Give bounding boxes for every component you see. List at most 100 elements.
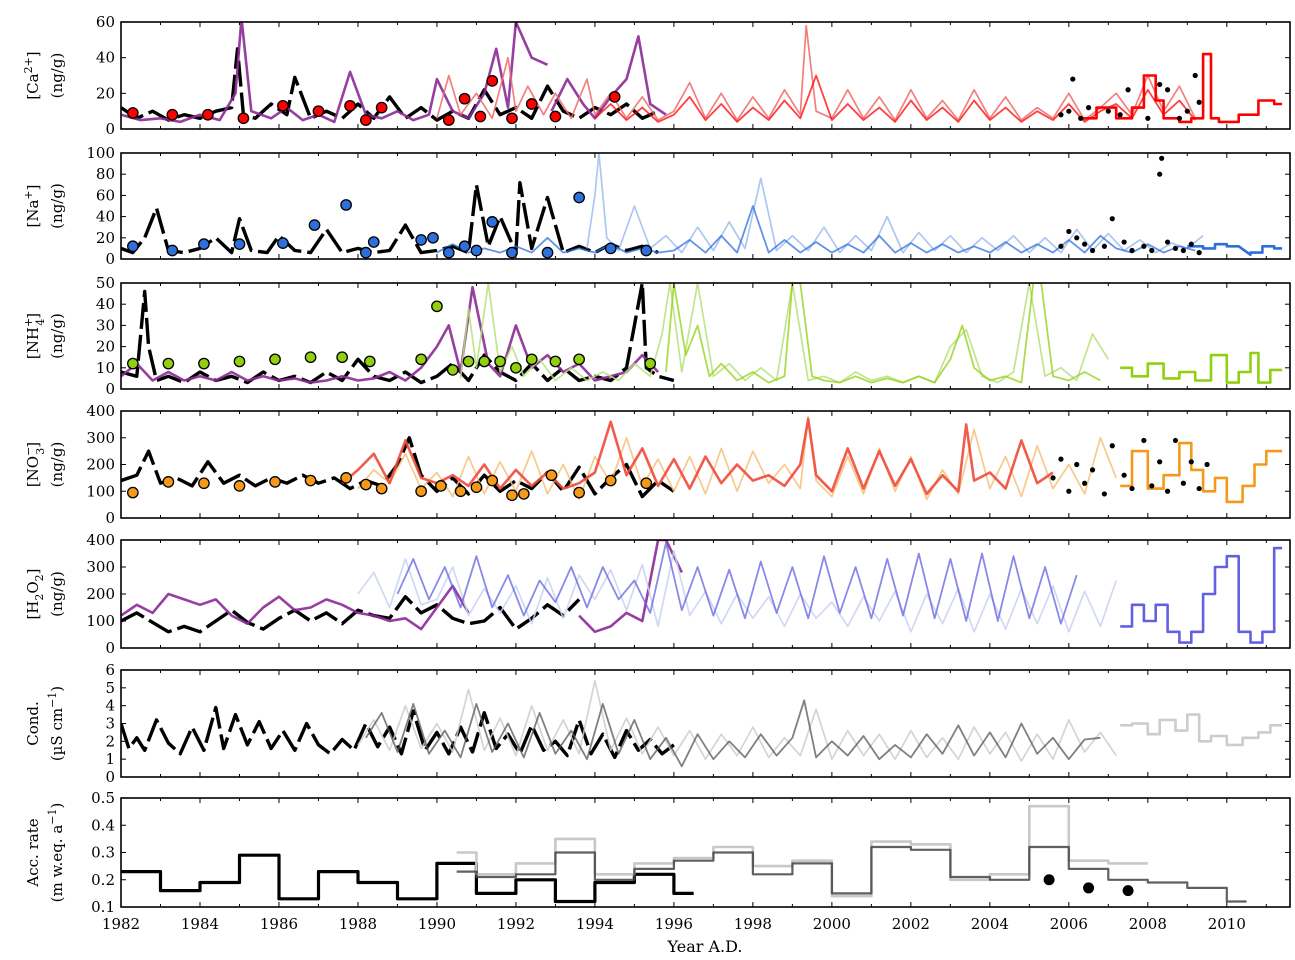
data-point xyxy=(1157,171,1163,177)
data-point xyxy=(1058,112,1064,118)
y-label-part: [H xyxy=(24,601,42,620)
y-unit-sup: −1 xyxy=(46,692,59,708)
series-line xyxy=(436,24,1196,121)
data-point xyxy=(360,114,372,126)
data-point xyxy=(525,98,538,110)
series-line xyxy=(121,285,660,384)
y-unit-part: (µS cm xyxy=(48,708,66,761)
series-line xyxy=(121,595,581,634)
data-point xyxy=(1082,480,1088,486)
series-line xyxy=(586,153,1204,254)
data-point xyxy=(233,238,246,251)
data-point xyxy=(1192,72,1198,79)
data-point xyxy=(1082,241,1088,247)
y-label-part: [Ca xyxy=(24,73,42,99)
plot-area xyxy=(121,283,1283,385)
data-point xyxy=(269,353,281,366)
plot-area xyxy=(121,22,1283,126)
data-point xyxy=(1204,461,1210,468)
data-point xyxy=(1122,885,1134,897)
data-point xyxy=(1066,488,1072,494)
y-tick-label: 0.5 xyxy=(91,789,115,807)
y-label-part: ] xyxy=(24,313,42,319)
data-point xyxy=(494,355,506,368)
data-point xyxy=(1129,247,1135,254)
data-point xyxy=(312,105,325,118)
data-point xyxy=(1196,485,1202,492)
y-label-sub: 2 xyxy=(33,574,46,581)
y-tick-label: 400 xyxy=(86,531,115,549)
panel-frame xyxy=(120,152,1291,260)
data-point xyxy=(277,99,289,112)
data-point xyxy=(415,234,427,246)
data-point xyxy=(1058,243,1064,249)
y-tick-label: 20 xyxy=(96,84,115,102)
data-point xyxy=(573,486,585,499)
y-axis-unit: (ng/g) xyxy=(48,313,66,359)
data-point xyxy=(1188,459,1194,465)
data-point xyxy=(1172,245,1179,251)
series-line xyxy=(396,541,1078,625)
y-tick-label: 2 xyxy=(105,732,115,750)
y-axis-unit: (ng/g) xyxy=(48,183,66,229)
data-point xyxy=(1164,87,1171,93)
y-tick-label: 10 xyxy=(96,359,115,377)
series-line xyxy=(436,205,1196,254)
panel-frame xyxy=(120,21,1291,130)
x-tick-label: 1984 xyxy=(181,915,219,933)
data-point xyxy=(375,101,388,114)
data-point xyxy=(1089,247,1096,254)
data-point xyxy=(1085,105,1092,111)
data-point xyxy=(1058,456,1064,462)
data-point xyxy=(1050,475,1056,481)
y-tick-label: 3 xyxy=(105,715,115,733)
data-point xyxy=(1188,241,1194,247)
y-tick-label: 30 xyxy=(96,316,115,334)
plot-area xyxy=(121,540,1283,644)
data-point xyxy=(478,355,491,368)
data-point xyxy=(486,75,499,87)
series-line xyxy=(121,22,549,124)
y-label-sub: 2 xyxy=(33,594,46,601)
y-axis-label: [Ca2+] xyxy=(22,51,42,99)
data-point xyxy=(1141,437,1147,444)
y-label-part: O xyxy=(24,581,42,593)
data-point xyxy=(442,114,455,126)
data-point xyxy=(549,110,562,123)
y-tick-label: 60 xyxy=(96,13,115,31)
data-point xyxy=(1066,228,1072,235)
y-axis-label: Cond. xyxy=(24,701,42,746)
data-point xyxy=(1066,108,1072,114)
data-point xyxy=(415,353,427,366)
data-point xyxy=(1109,443,1115,449)
data-point xyxy=(1149,247,1155,254)
data-point xyxy=(340,199,352,211)
data-point xyxy=(1083,882,1095,894)
data-point xyxy=(375,482,388,495)
panel-frame xyxy=(120,797,1291,908)
data-point xyxy=(427,231,439,244)
data-point xyxy=(166,244,179,257)
y-label-part: [Na xyxy=(24,200,42,228)
series-line xyxy=(1120,351,1283,384)
y-tick-label: 0 xyxy=(105,509,115,527)
y-tick-label: 0 xyxy=(105,768,115,786)
x-axis-label: Year A.D. xyxy=(667,937,743,956)
data-point xyxy=(304,474,317,487)
x-tick-label: 1996 xyxy=(655,915,693,933)
series-line xyxy=(121,47,659,122)
data-point xyxy=(162,357,175,370)
data-point xyxy=(510,361,522,374)
x-tick-label: 2002 xyxy=(892,915,930,933)
series-line xyxy=(1120,441,1283,504)
data-point xyxy=(486,474,499,487)
data-point xyxy=(237,112,250,125)
y-tick-label: 50 xyxy=(96,274,115,292)
y-axis-unit: (ng/g) xyxy=(48,571,66,617)
y-tick-label: 0 xyxy=(105,380,115,398)
y-tick-label: 0.2 xyxy=(91,871,115,889)
y-tick-label: 20 xyxy=(96,338,115,356)
